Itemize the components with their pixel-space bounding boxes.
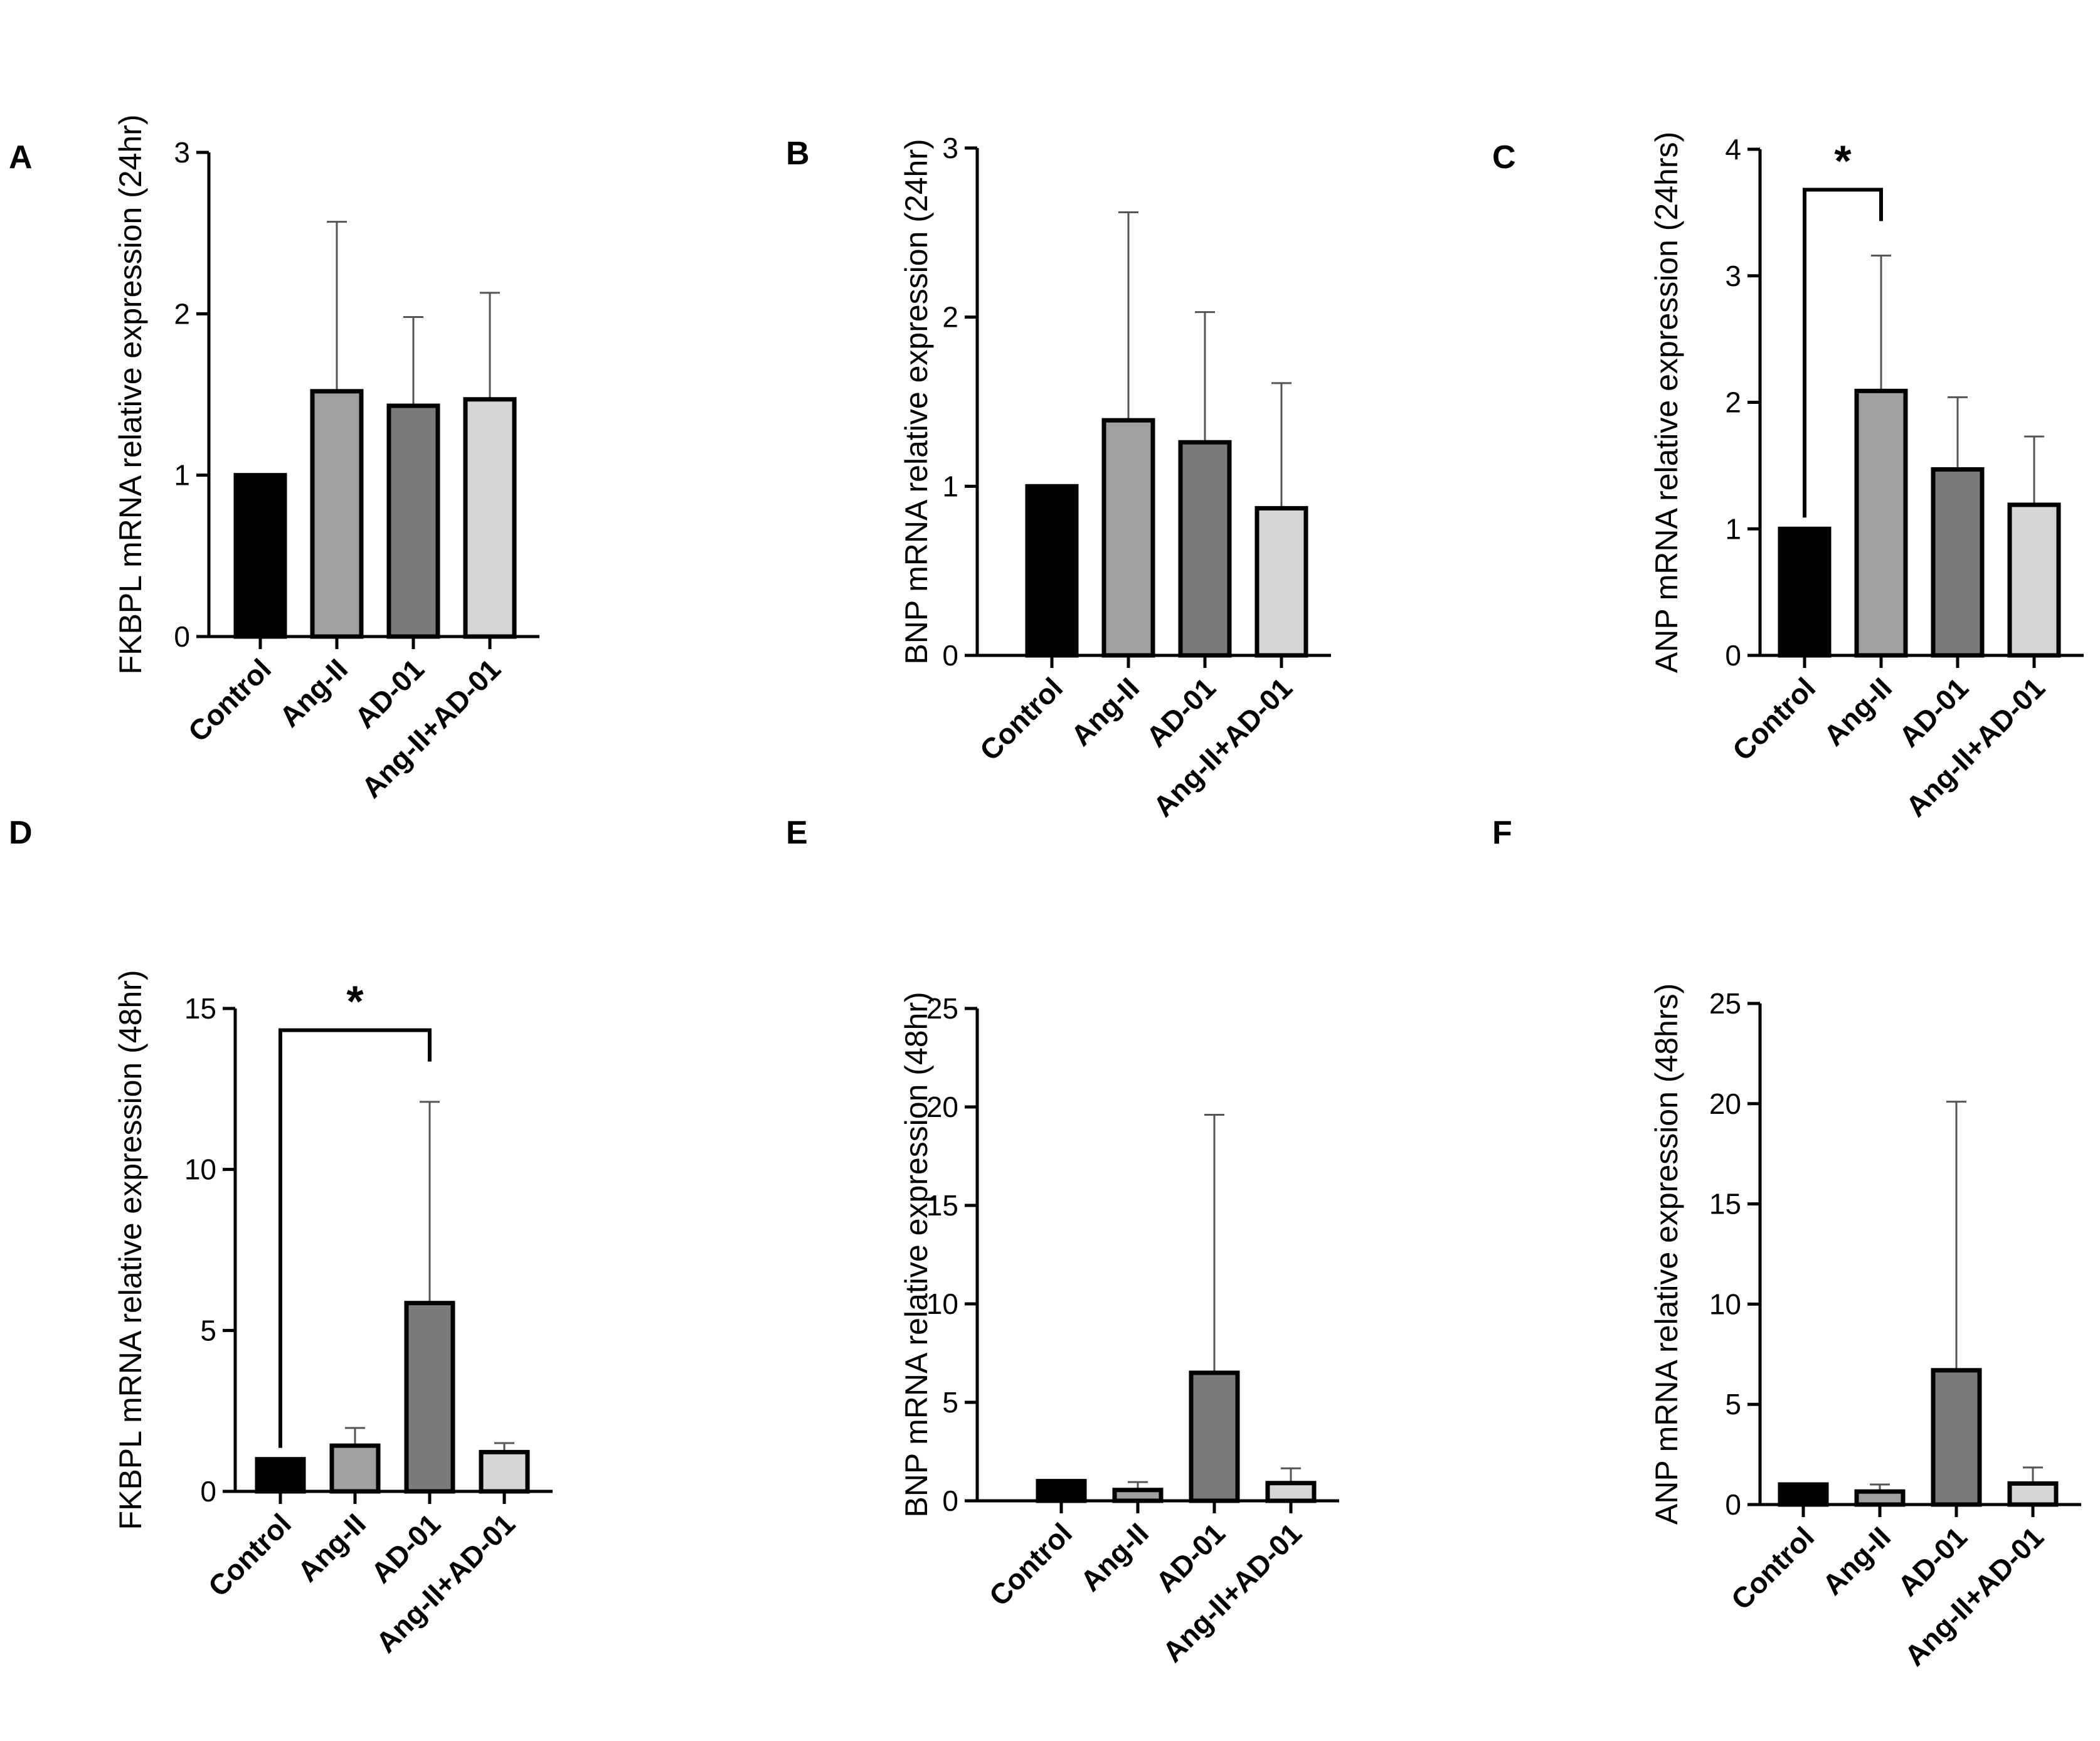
y-tick-label: 10 bbox=[1709, 1288, 1741, 1320]
y-axis-title: FKBPL mRNA relative expression (48hr) bbox=[113, 970, 148, 1530]
x-category-label: Ang-II+AD-01 bbox=[1899, 671, 2051, 823]
x-category-label: Control bbox=[1725, 1520, 1820, 1616]
y-tick-label: 2 bbox=[1725, 386, 1741, 419]
chart-panel-a: 0 1 2 3 FKBPL mRNA relative expression (24hr… bbox=[113, 115, 539, 804]
x-category-label: Control bbox=[1726, 671, 1822, 766]
y-axis-title: ANP mRNA relative expression (24hrs) bbox=[1649, 132, 1684, 673]
bar-ang-ii bbox=[1854, 388, 1908, 658]
y-tick-label: 5 bbox=[1725, 1388, 1741, 1421]
y-tick-label: 5 bbox=[942, 1386, 958, 1419]
y-tick-label: 1 bbox=[942, 470, 958, 502]
y-tick-label: 0 bbox=[200, 1475, 216, 1508]
bar-ad-01 bbox=[1189, 1370, 1240, 1503]
chart-panel-f: 0 5 10 15 20 25 ANP mRNA relative expression (… bbox=[1649, 983, 2081, 1672]
y-tick-label: 2 bbox=[174, 297, 190, 330]
bar-control bbox=[255, 1457, 306, 1494]
bar-ad-01 bbox=[404, 1301, 455, 1494]
x-category-label: Ang-II+AD-01 bbox=[355, 652, 507, 804]
bar-ang-ii-ad-01 bbox=[2007, 1481, 2059, 1507]
y-tick-label: 3 bbox=[1725, 260, 1741, 292]
x-category-label: Control bbox=[973, 671, 1069, 766]
x-category-label: Control bbox=[202, 1507, 297, 1602]
y-tick-label: 10 bbox=[926, 1288, 958, 1320]
y-tick-label: 20 bbox=[926, 1091, 958, 1123]
x-category-label: Ang-II+AD-01 bbox=[1147, 671, 1298, 823]
bar-ang-ii bbox=[1101, 418, 1155, 658]
x-category-label: Ang-II bbox=[273, 652, 354, 733]
y-tick-label: 15 bbox=[184, 992, 216, 1025]
panel-letter-b: B bbox=[786, 135, 810, 172]
bar-ad-01 bbox=[1178, 440, 1232, 658]
x-category-label: Ang-II bbox=[1064, 671, 1145, 752]
x-category-label: Ang-II bbox=[1074, 1516, 1155, 1597]
y-tick-label: 10 bbox=[184, 1153, 216, 1186]
y-tick-label: 5 bbox=[200, 1314, 216, 1347]
chart-panel-d: 0 5 10 15 FKBPL mRNA relative expression (48… bbox=[113, 970, 553, 1659]
y-tick-label: 2 bbox=[942, 301, 958, 334]
significance-star: * bbox=[1834, 137, 1852, 186]
bar-ang-ii-ad-01 bbox=[2007, 502, 2061, 658]
x-category-label: Control bbox=[182, 652, 277, 748]
y-axis-title: ANP mRNA relative expression (48hrs) bbox=[1649, 983, 1684, 1525]
x-category-label: Ang-II+AD-01 bbox=[1156, 1516, 1308, 1668]
y-tick-label: 25 bbox=[1709, 987, 1741, 1020]
bar-control bbox=[1778, 1482, 1829, 1507]
bar-ang-ii-ad-01 bbox=[1254, 505, 1308, 658]
x-category-label: Ang-II bbox=[1817, 671, 1898, 752]
bar-ang-ii-ad-01 bbox=[463, 397, 517, 639]
significance-bracket bbox=[1803, 188, 1883, 518]
bar-ang-ii bbox=[1854, 1489, 1906, 1507]
bar-ang-ii bbox=[329, 1443, 381, 1494]
panel-letter-f: F bbox=[1492, 815, 1512, 851]
y-tick-label: 0 bbox=[942, 639, 958, 672]
bar-control bbox=[1036, 1479, 1087, 1503]
bar-control bbox=[233, 473, 287, 639]
significance-star: * bbox=[346, 977, 364, 1026]
y-tick-label: 15 bbox=[926, 1189, 958, 1222]
bar-control bbox=[1025, 484, 1079, 658]
y-tick-label: 1 bbox=[1725, 512, 1741, 545]
panel-letter-c: C bbox=[1492, 139, 1516, 176]
significance-bracket bbox=[278, 1028, 432, 1448]
y-axis-title: BNP mRNA relative expression (48hr) bbox=[899, 992, 934, 1517]
bar-ang-ii-ad-01 bbox=[479, 1449, 530, 1494]
y-tick-label: 3 bbox=[942, 132, 958, 164]
y-tick-label: 0 bbox=[1725, 639, 1741, 672]
panel-letter-e: E bbox=[786, 815, 808, 851]
bar-control bbox=[1778, 526, 1832, 658]
y-tick-label: 1 bbox=[174, 459, 190, 492]
bar-ad-01 bbox=[386, 403, 440, 639]
panel-letter-a: A bbox=[9, 139, 33, 176]
x-category-label: Ang-II bbox=[1816, 1520, 1897, 1601]
y-tick-label: 0 bbox=[942, 1484, 958, 1517]
bar-ang-ii bbox=[310, 389, 364, 639]
x-category-label: Control bbox=[983, 1516, 1078, 1612]
y-tick-label: 0 bbox=[174, 620, 190, 653]
y-tick-label: 20 bbox=[1709, 1087, 1741, 1120]
bar-ad-01 bbox=[1931, 467, 1985, 658]
chart-panel-c: 0 1 2 3 4 ANP mRNA relative expression (24hrs… bbox=[1649, 132, 2084, 823]
y-tick-label: 3 bbox=[174, 136, 190, 169]
bar-ang-ii-ad-01 bbox=[1265, 1481, 1317, 1503]
y-tick-label: 25 bbox=[926, 992, 958, 1025]
y-axis-title: FKBPL mRNA relative expression (24hr) bbox=[113, 115, 148, 675]
x-category-label: Ang-II+AD-01 bbox=[1898, 1520, 2050, 1672]
bar-ang-ii bbox=[1112, 1488, 1164, 1503]
bar-ad-01 bbox=[1931, 1368, 1982, 1507]
y-tick-label: 4 bbox=[1725, 133, 1741, 166]
y-tick-label: 15 bbox=[1709, 1188, 1741, 1220]
x-category-label: Ang-II bbox=[291, 1507, 372, 1588]
y-tick-label: 0 bbox=[1725, 1488, 1741, 1521]
panel-letter-d: D bbox=[9, 815, 33, 851]
y-axis-title: BNP mRNA relative expression (24hr) bbox=[899, 139, 934, 664]
